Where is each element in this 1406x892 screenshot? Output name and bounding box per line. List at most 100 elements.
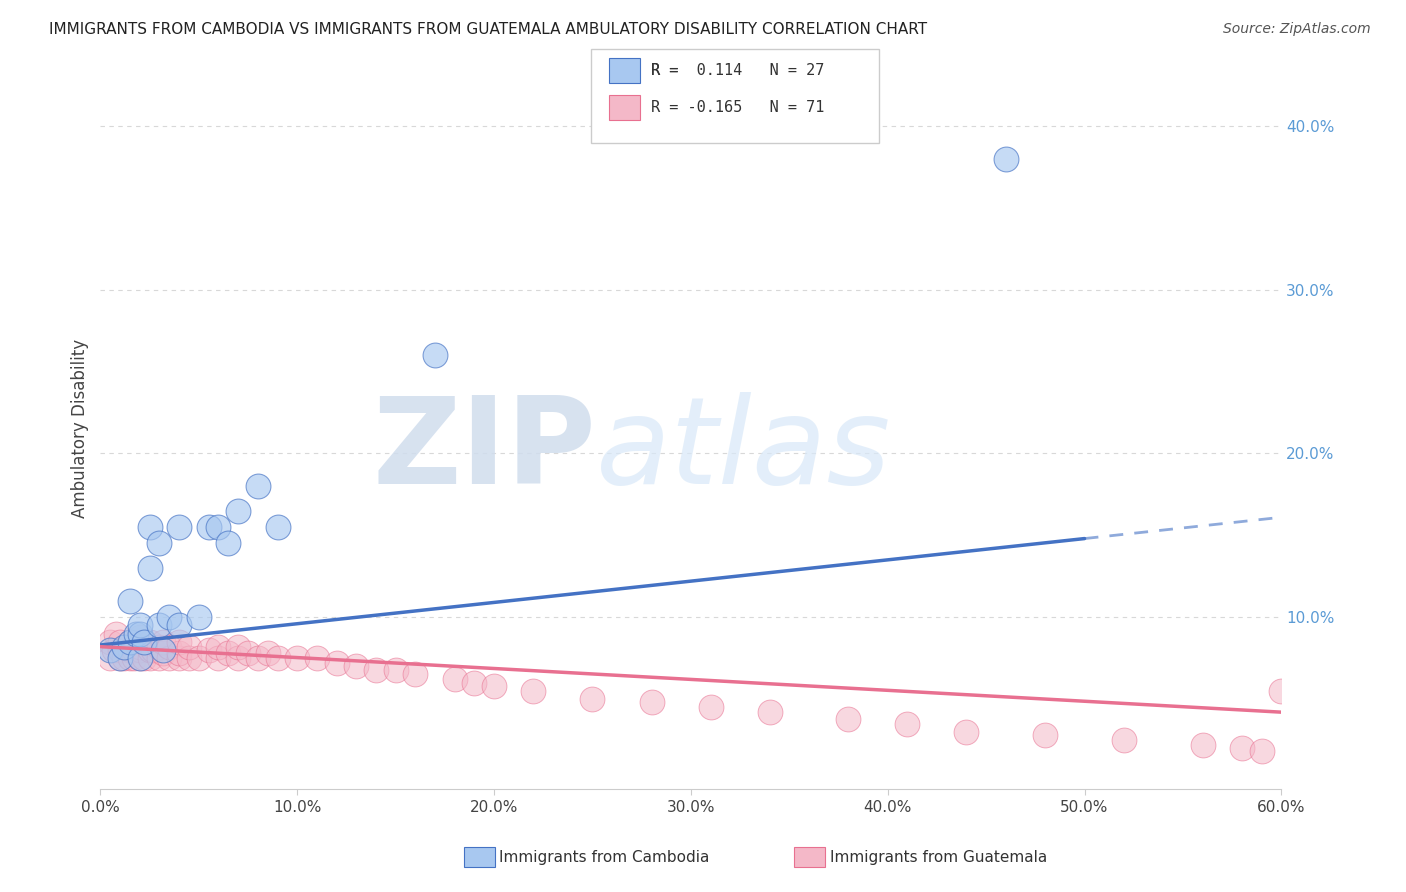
Point <box>122 651 145 665</box>
Point <box>167 520 190 534</box>
Point <box>167 651 190 665</box>
Point <box>217 646 239 660</box>
Point <box>108 634 131 648</box>
Point <box>226 651 249 665</box>
Point <box>132 634 155 648</box>
Point <box>266 651 288 665</box>
Point <box>758 705 780 719</box>
Text: atlas: atlas <box>596 392 891 509</box>
Point <box>138 520 160 534</box>
Point <box>128 630 150 644</box>
Point <box>118 651 141 665</box>
Point <box>98 651 121 665</box>
Point <box>167 618 190 632</box>
Point <box>285 651 308 665</box>
Point <box>384 663 406 677</box>
Point <box>207 651 229 665</box>
Point <box>108 651 131 665</box>
Point <box>266 520 288 534</box>
Point <box>699 700 721 714</box>
Point <box>226 504 249 518</box>
Text: ZIP: ZIP <box>373 392 596 509</box>
Point <box>98 634 121 648</box>
Text: R = -0.165   N = 71: R = -0.165 N = 71 <box>651 101 824 115</box>
Point <box>138 643 160 657</box>
Point <box>128 651 150 665</box>
Point <box>177 651 200 665</box>
Point <box>148 536 170 550</box>
Point <box>103 643 125 657</box>
Point <box>115 640 138 654</box>
Point <box>217 536 239 550</box>
Point <box>482 679 505 693</box>
Point <box>138 634 160 648</box>
Point <box>98 643 121 657</box>
Point <box>132 634 155 648</box>
Point <box>152 643 174 657</box>
Text: R =  0.114   N = 27: R = 0.114 N = 27 <box>651 63 824 78</box>
Point <box>1033 728 1056 742</box>
Point <box>108 651 131 665</box>
Point <box>305 651 328 665</box>
Point <box>994 152 1017 166</box>
Point <box>118 634 141 648</box>
Point <box>236 646 259 660</box>
Point <box>128 651 150 665</box>
Point <box>148 640 170 654</box>
Point <box>152 634 174 648</box>
Point <box>1230 741 1253 756</box>
Text: R =: R = <box>651 63 688 78</box>
Text: IMMIGRANTS FROM CAMBODIA VS IMMIGRANTS FROM GUATEMALA AMBULATORY DISABILITY CORR: IMMIGRANTS FROM CAMBODIA VS IMMIGRANTS F… <box>49 22 928 37</box>
Point <box>125 626 148 640</box>
Point <box>522 684 544 698</box>
Point <box>157 610 180 624</box>
Point <box>128 618 150 632</box>
Point <box>167 634 190 648</box>
Point <box>105 626 128 640</box>
Point <box>581 692 603 706</box>
Point <box>325 656 347 670</box>
Point <box>132 651 155 665</box>
Point <box>1112 733 1135 747</box>
Point <box>955 724 977 739</box>
Point <box>207 520 229 534</box>
Point <box>187 610 209 624</box>
Point <box>142 643 165 657</box>
Text: Immigrants from Cambodia: Immigrants from Cambodia <box>499 850 710 864</box>
Point <box>112 651 135 665</box>
Point <box>138 651 160 665</box>
Point <box>157 651 180 665</box>
Point <box>118 594 141 608</box>
Point <box>896 716 918 731</box>
Point <box>246 651 269 665</box>
Point <box>128 643 150 657</box>
Point <box>148 618 170 632</box>
Point <box>1250 744 1272 758</box>
Point <box>152 646 174 660</box>
Point <box>423 348 446 362</box>
Point <box>112 640 135 654</box>
Point <box>197 520 219 534</box>
Point <box>148 651 170 665</box>
Point <box>177 640 200 654</box>
Point <box>404 667 426 681</box>
Point <box>197 643 219 657</box>
Point <box>128 640 150 654</box>
Point <box>118 634 141 648</box>
Point <box>125 634 148 648</box>
Point <box>118 643 141 657</box>
Point <box>128 626 150 640</box>
Point <box>167 646 190 660</box>
Point <box>108 643 131 657</box>
Point <box>138 561 160 575</box>
Point <box>207 640 229 654</box>
Point <box>1191 738 1213 752</box>
Point <box>463 675 485 690</box>
Text: Source: ZipAtlas.com: Source: ZipAtlas.com <box>1223 22 1371 37</box>
Point <box>344 659 367 673</box>
Point <box>837 712 859 726</box>
Point <box>443 673 465 687</box>
Point <box>157 640 180 654</box>
Y-axis label: Ambulatory Disability: Ambulatory Disability <box>72 339 89 518</box>
Point <box>122 643 145 657</box>
